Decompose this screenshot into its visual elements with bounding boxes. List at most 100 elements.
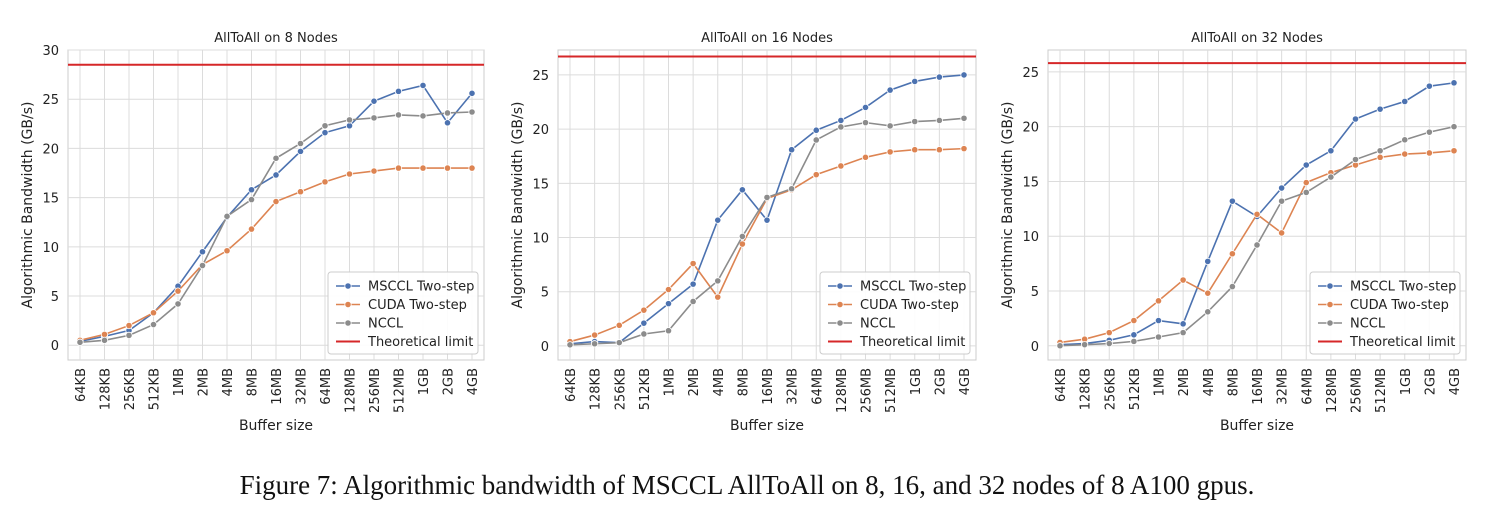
data-point [689,259,697,268]
data-point [321,178,329,186]
data-point [345,116,354,124]
data-point [886,122,894,130]
data-point [345,122,354,130]
data-point [394,87,403,95]
x-tick-label: 2GB [933,368,948,395]
data-point [861,103,870,112]
legend-label: MSCCL Two-step [368,280,474,295]
data-point [345,170,354,178]
data-point [443,119,452,127]
data-point [1056,342,1064,350]
data-point [1450,79,1458,87]
x-tick-label: 1MB [1153,368,1168,396]
data-point [886,148,894,156]
y-tick-label: 0 [541,340,549,355]
data-point [1425,149,1433,157]
x-tick-label: 128MB [1325,368,1340,413]
y-tick-label: 5 [51,290,59,305]
x-tick-label: 8MB [736,368,751,396]
data-point [125,331,133,339]
data-point [149,320,158,329]
data-point [419,164,427,172]
x-tick-label: 64MB [810,368,825,405]
data-point [640,330,648,338]
data-point [1154,333,1163,341]
y-tick-label: 15 [1022,175,1039,190]
x-tick-label: 2MB [197,368,212,396]
data-point [1130,337,1138,345]
x-tick-label: 256KB [1103,368,1118,410]
data-point [419,112,427,120]
figure-caption: Figure 7: Algorithmic bandwidth of MSCCL… [239,470,1255,500]
y-axis-label: Algorithmic Bandwidth (GB/s) [510,102,526,309]
x-tick-label: 256MB [1350,368,1365,413]
x-tick-label: 512KB [1128,368,1143,410]
data-point [468,108,476,116]
x-tick-label: 512MB [884,368,899,413]
data-point [370,167,378,175]
y-tick-label: 25 [532,69,549,84]
y-tick-label: 10 [532,232,549,247]
data-point [763,216,771,224]
data-point [664,300,673,308]
y-tick-label: 30 [42,44,59,59]
y-tick-label: 10 [1022,230,1039,245]
y-tick-label: 10 [42,241,59,256]
legend-marker [1326,319,1334,327]
data-point [738,232,746,241]
y-tick-label: 0 [51,339,59,354]
y-tick-label: 20 [1022,121,1039,136]
chart-title: AllToAll on 16 Nodes [701,31,833,46]
y-tick-label: 5 [1031,285,1039,300]
legend-label: CUDA Two-step [368,298,467,313]
data-point [247,186,256,194]
data-point [394,164,403,172]
legend-label: NCCL [368,317,404,332]
data-point [443,109,452,117]
x-tick-label: 16MB [270,368,285,405]
data-point [272,171,280,179]
x-tick-label: 2GB [442,368,457,395]
data-point [566,341,574,349]
x-tick-label: 4MB [712,368,727,396]
data-point [689,297,697,306]
chart-title: AllToAll on 8 Nodes [214,31,338,46]
y-tick-label: 20 [42,142,59,157]
x-tick-label: 1MB [663,368,678,396]
data-point [394,111,403,119]
data-point [1105,339,1113,348]
data-point [935,146,943,154]
data-point [1204,308,1212,316]
y-tick-label: 20 [532,123,549,138]
legend-box [327,271,479,355]
y-axis-label: Algorithmic Bandwidth (GB/s) [1000,102,1016,309]
figure-charts: 0 5 10 15 20 25 30 64KB 128KB 256KB 512KB 1MB 2MB 4MB… [20,31,1467,434]
data-point [960,71,968,79]
data-point [1228,283,1236,291]
data-point [1425,82,1433,90]
data-point [125,321,133,330]
x-tick-label: 64KB [74,368,89,402]
data-point [1450,123,1458,131]
x-tick-label: 32MB [1276,368,1291,405]
legend-label: NCCL [1350,317,1386,332]
x-tick-label: 8MB [1226,368,1241,396]
data-point [886,86,894,94]
data-point [296,147,305,155]
data-point [468,164,476,172]
data-point [223,212,231,220]
x-tick-label: 256KB [123,368,138,410]
x-tick-label: 8MB [246,368,261,396]
data-point [1302,178,1310,187]
data-point [272,154,280,162]
x-tick-label: 64MB [319,368,334,405]
x-tick-label: 512KB [148,368,163,410]
data-point [861,153,870,161]
data-point [1204,257,1212,266]
data-point [1228,197,1236,205]
data-point [1253,210,1261,218]
data-point [370,97,378,105]
chart-panel-3: 0 5 10 15 20 25 64KB 128KB 256KB 512KB 1MB 2MB 4MB 8M… [1000,31,1467,434]
data-point [1351,155,1360,164]
x-tick-label: 16MB [1251,368,1266,405]
